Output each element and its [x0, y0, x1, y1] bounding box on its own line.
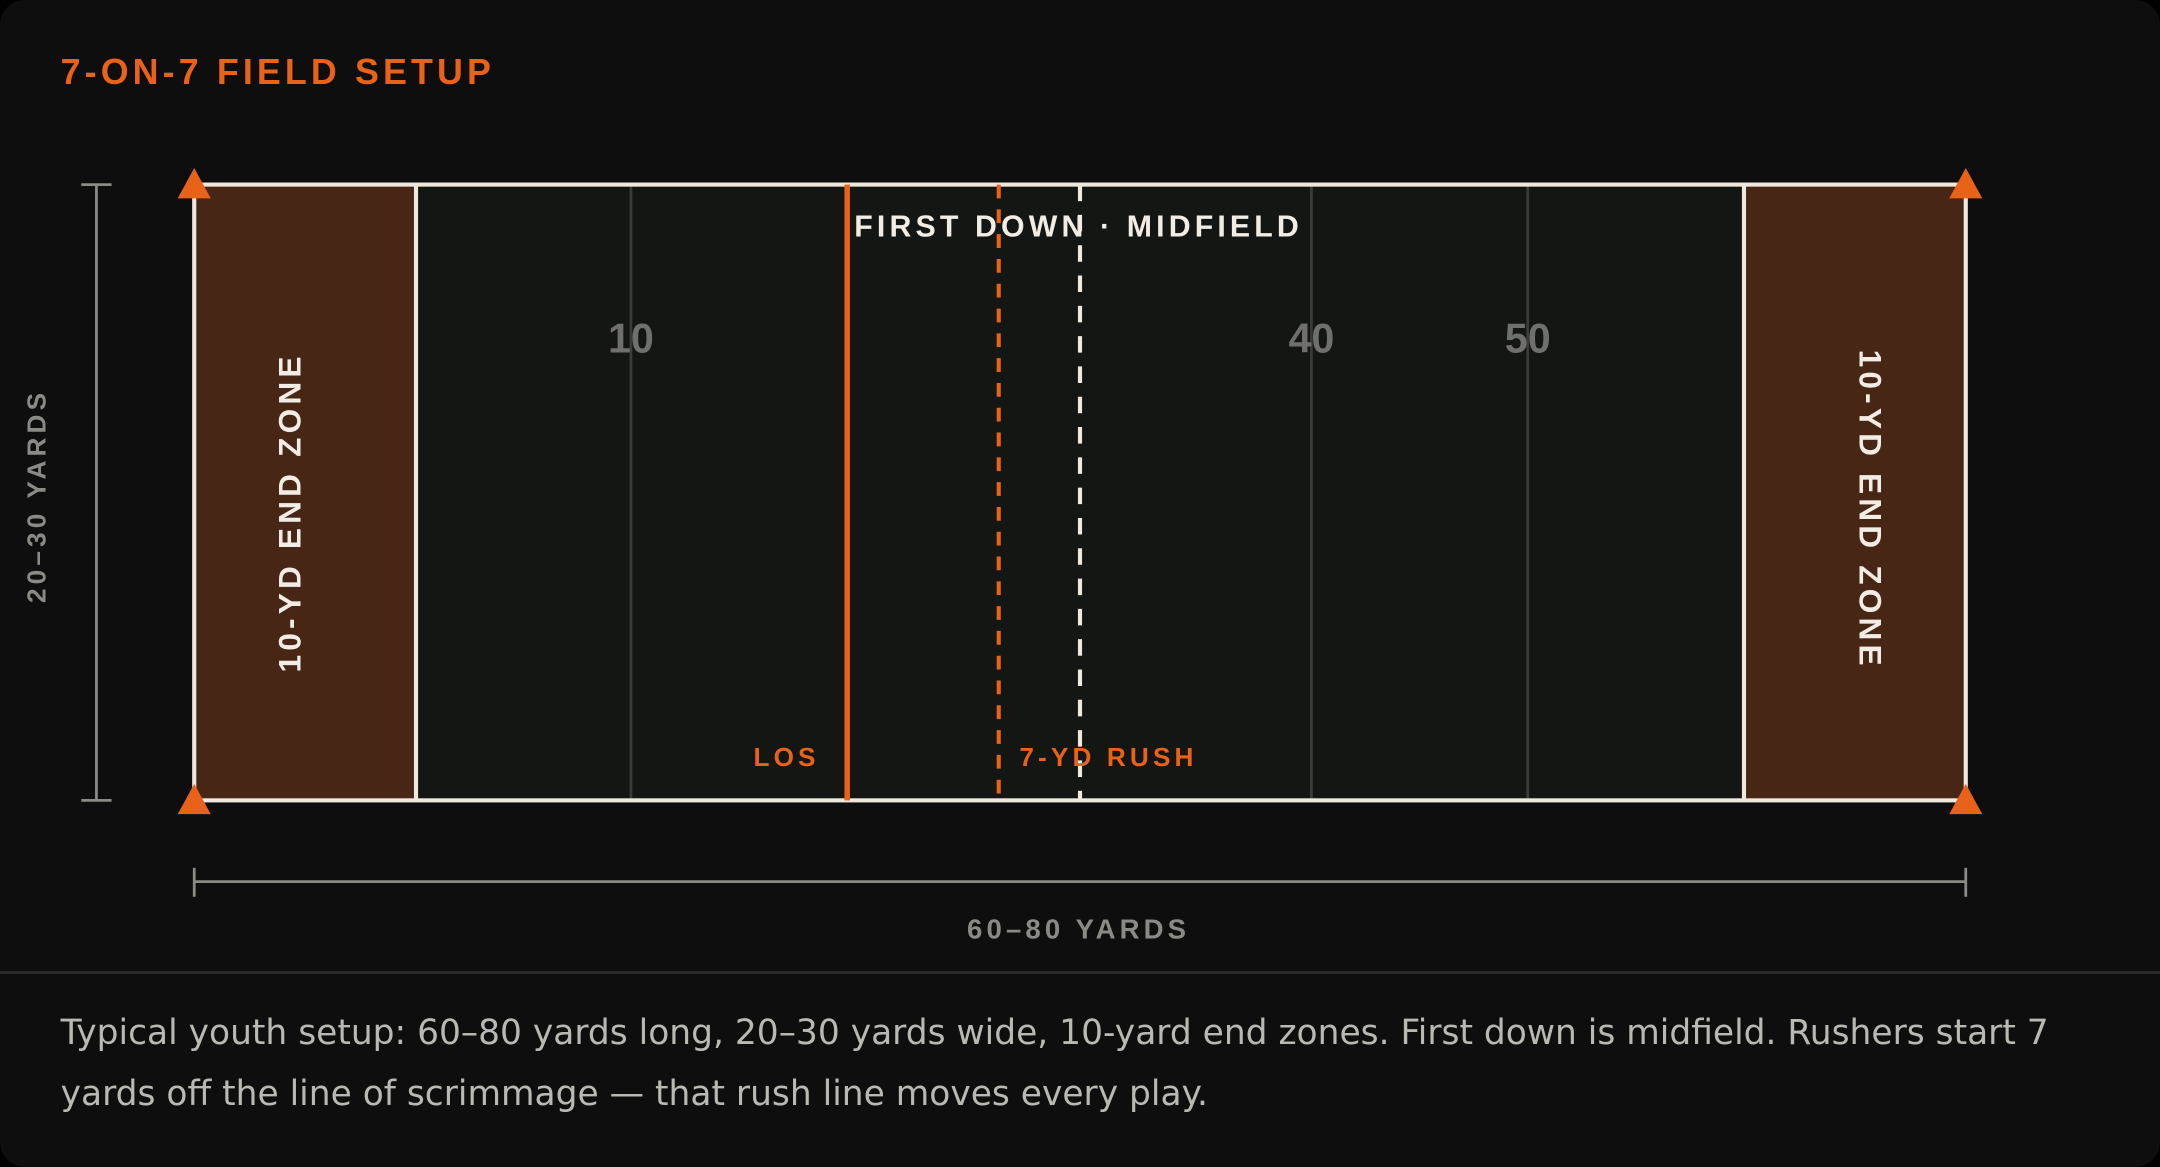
end-zone-label: 10-YD END ZONE [1853, 350, 1889, 670]
los-label: LOS [753, 742, 819, 772]
width-dimension [81, 183, 112, 802]
pylons [177, 168, 1983, 815]
yard-number: 50 [1505, 316, 1551, 362]
rush-label: 7-YD RUSH [1019, 742, 1197, 772]
end-zone [1743, 184, 1966, 801]
width-label: 20–30 YARDS [21, 389, 51, 603]
end-zone [194, 184, 417, 801]
length-label: 60–80 YARDS [967, 914, 1190, 945]
first-down-label: FIRST DOWN · MIDFIELD [854, 211, 1303, 244]
caption: Typical youth setup: 60–80 yards long, 2… [60, 1012, 2049, 1114]
yard-number: 10 [608, 316, 654, 362]
yard-number: 40 [1288, 316, 1334, 362]
yard-lines [629, 184, 1530, 801]
title: 7-ON-7 FIELD SETUP [61, 52, 495, 92]
length-dimension [192, 867, 1968, 897]
end-zone-label: 10-YD END ZONE [271, 352, 307, 672]
